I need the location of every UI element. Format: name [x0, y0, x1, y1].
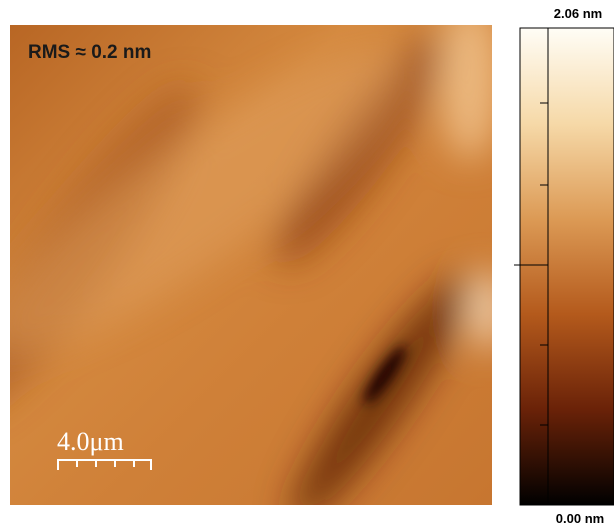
rms-annotation: RMS ≈ 0.2 nm: [28, 42, 151, 63]
scale-bar-label: 4.0μm: [57, 427, 124, 456]
figure: RMS ≈ 0.2 nm 4.0μm 2.06 nm 0.00 nm: [0, 0, 614, 529]
colorbar-min-label: 0.00 nm: [556, 511, 604, 526]
colorbar-max-label: 2.06 nm: [554, 6, 602, 21]
colorbar: [520, 28, 614, 505]
